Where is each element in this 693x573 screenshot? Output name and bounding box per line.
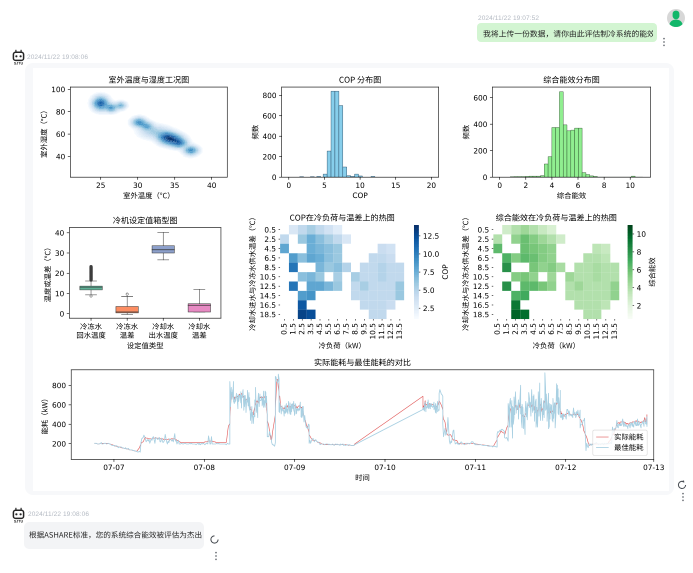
svg-text:SJTU: SJTU (14, 519, 24, 523)
svg-text:SJTU: SJTU (14, 61, 24, 65)
